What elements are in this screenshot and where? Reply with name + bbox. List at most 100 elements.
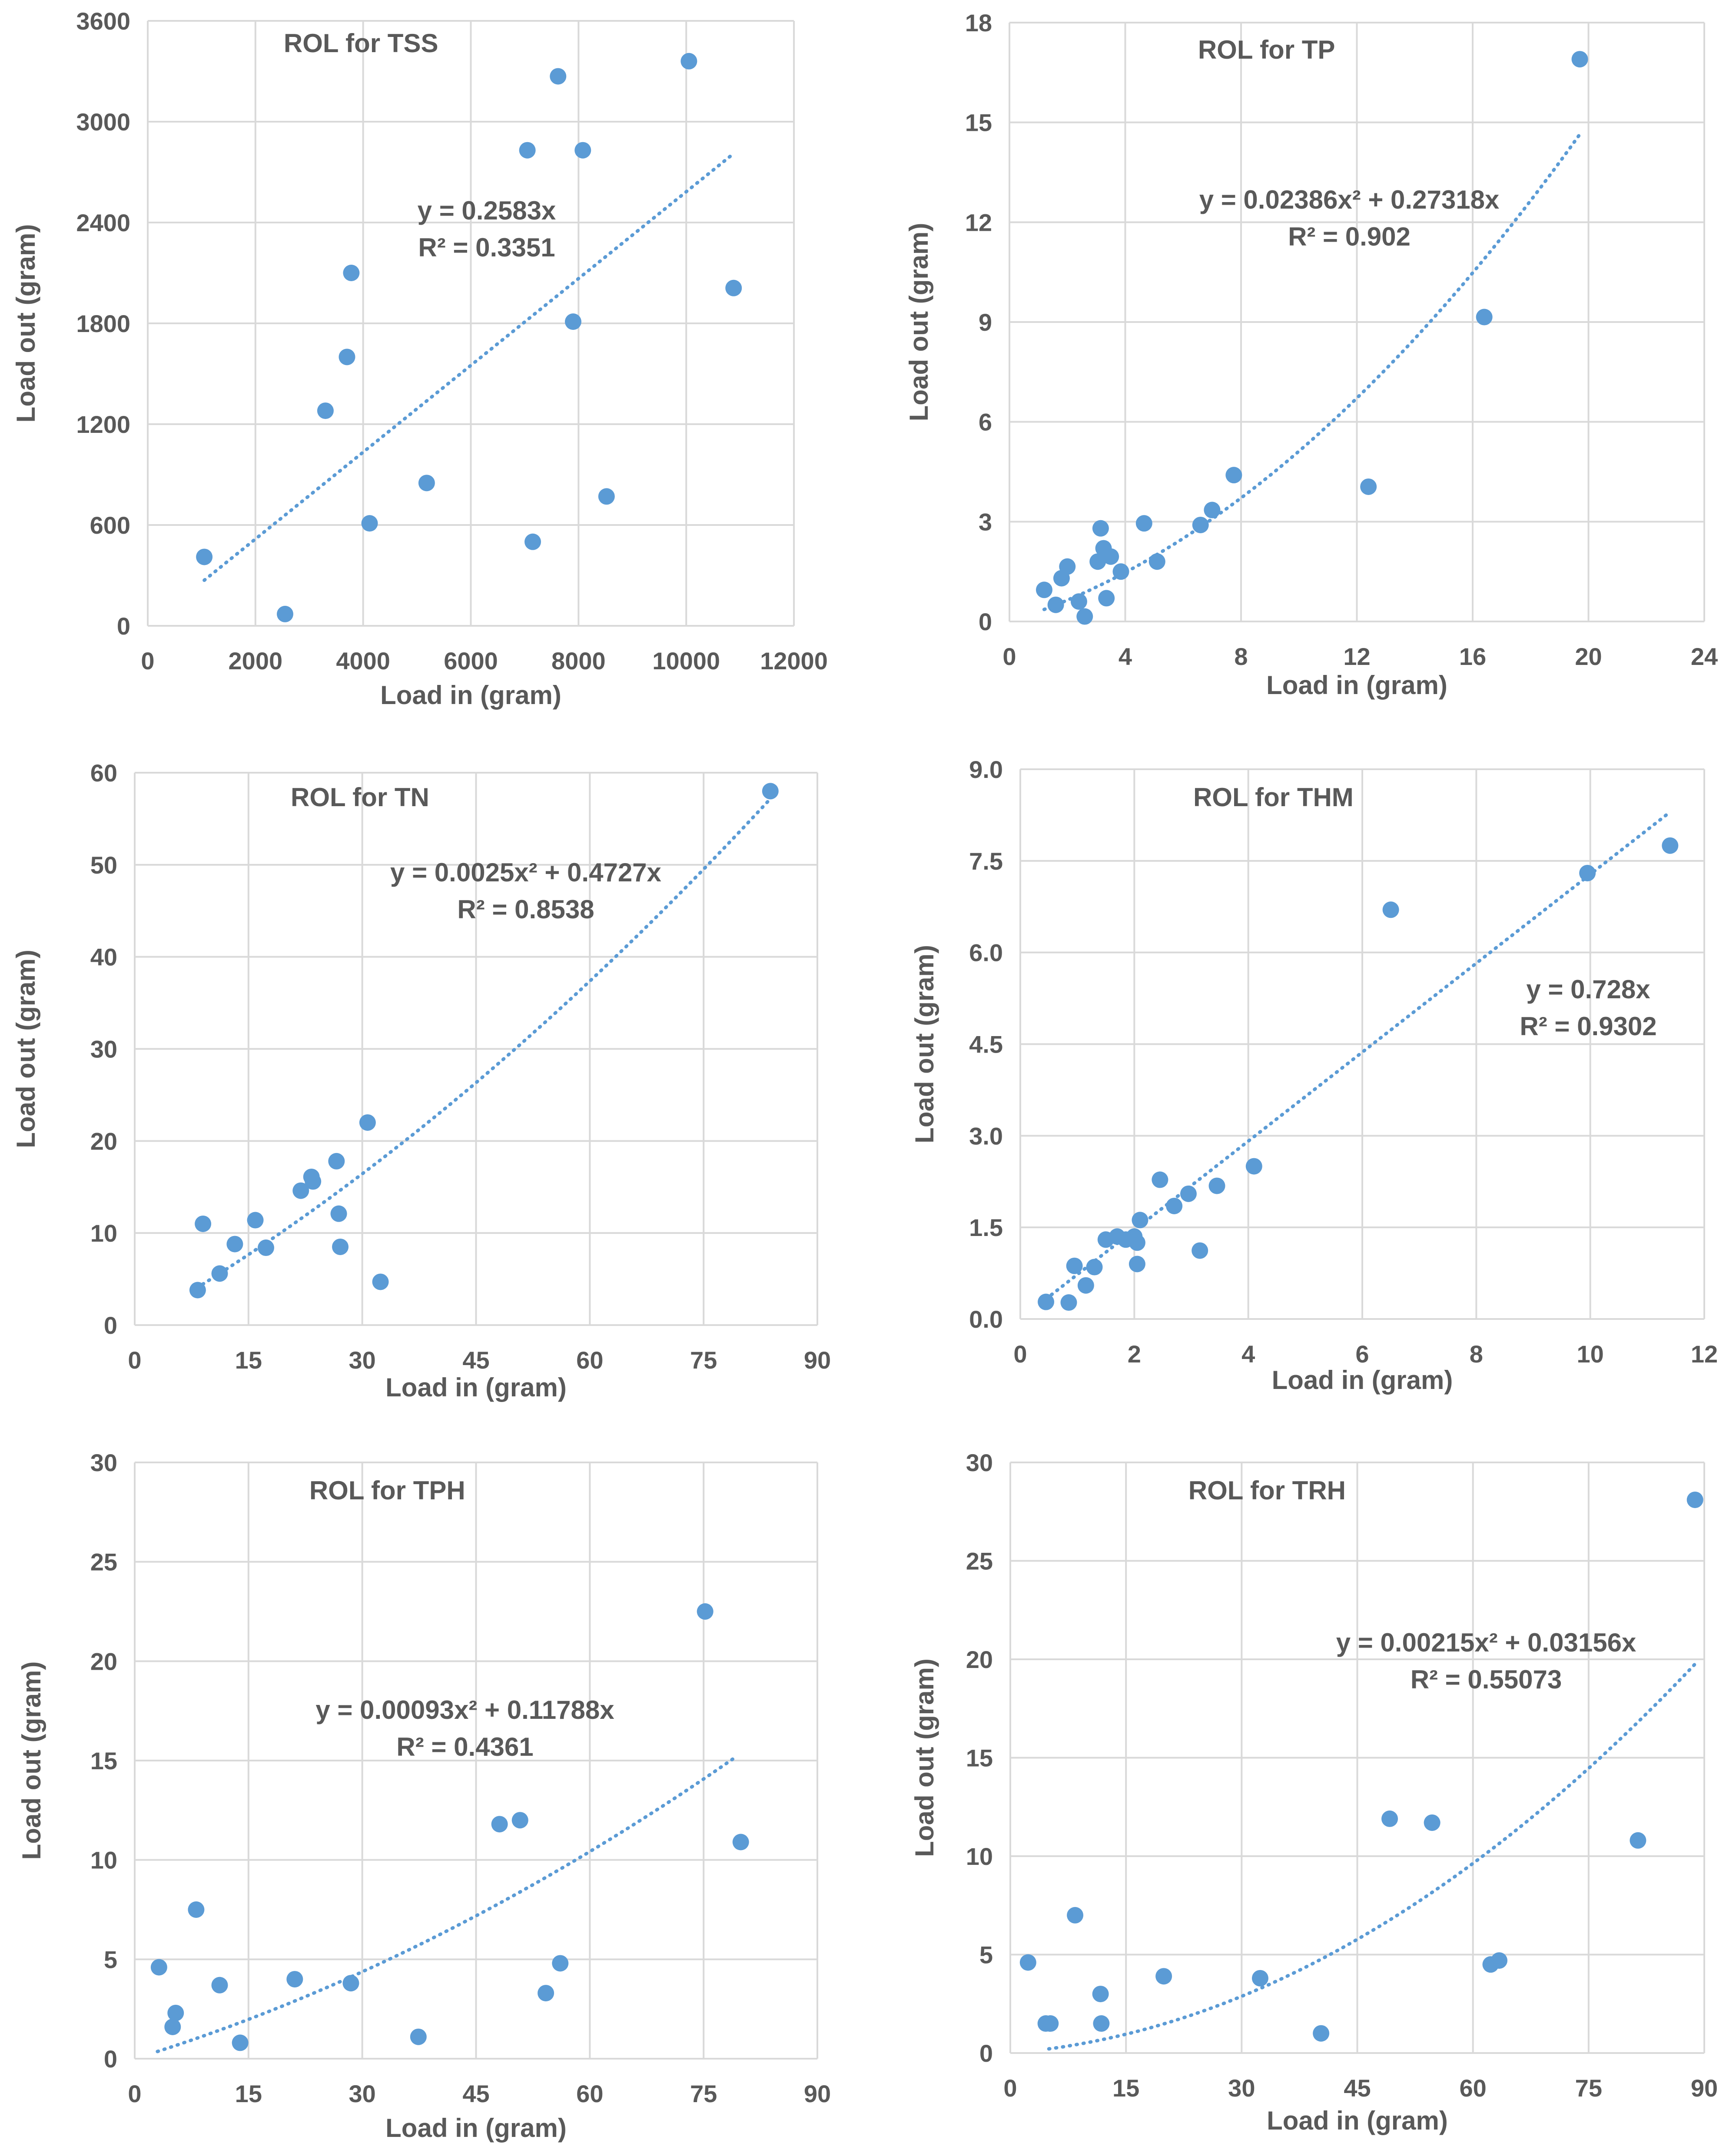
x-tick-label: 0 (128, 2080, 141, 2107)
x-tick-label: 12000 (760, 647, 828, 674)
r-squared: R² = 0.8538 (457, 895, 594, 924)
data-point (1132, 1212, 1148, 1229)
data-point (1382, 901, 1399, 918)
y-tick-label: 15 (966, 1744, 993, 1772)
data-point (491, 1816, 508, 1833)
data-point (1067, 1907, 1084, 1924)
data-point (332, 1238, 349, 1255)
data-point (1019, 1954, 1036, 1971)
chart-title: ROL for THM (1193, 783, 1354, 812)
data-point (1166, 1197, 1183, 1214)
x-tick-label: 6000 (444, 647, 498, 674)
data-point (196, 548, 213, 565)
data-point (339, 349, 355, 365)
data-point (361, 515, 378, 532)
x-tick-label: 60 (1460, 2074, 1487, 2102)
data-point (195, 1215, 212, 1232)
data-point (188, 1901, 205, 1918)
data-point (1060, 1294, 1077, 1311)
x-tick-label: 75 (690, 1346, 717, 1374)
x-tick-label: 8 (1470, 1340, 1483, 1368)
data-point (1662, 837, 1679, 854)
y-tick-label: 2400 (76, 209, 130, 236)
data-point (598, 488, 615, 505)
data-point (1077, 1277, 1094, 1294)
chart-title: ROL for TPH (309, 1476, 465, 1505)
y-tick-label: 3 (979, 508, 992, 535)
y-tick-label: 20 (90, 1127, 117, 1155)
x-tick-label: 30 (349, 1346, 376, 1374)
trendline (1047, 1662, 1697, 2051)
y-axis-title: Load out (gram) (910, 945, 939, 1143)
x-tick-label: 6 (1355, 1340, 1369, 1368)
data-point (1076, 608, 1093, 625)
y-axis-title: Load out (gram) (910, 1658, 939, 1857)
data-point (1490, 1952, 1507, 1969)
x-tick-label: 90 (804, 2080, 831, 2107)
data-point (342, 1975, 359, 1992)
y-tick-label: 7.5 (969, 847, 1003, 875)
x-tick-label: 0 (128, 1346, 141, 1374)
x-tick-label: 0 (1013, 1340, 1027, 1368)
y-tick-label: 25 (966, 1548, 993, 1575)
x-tick-label: 30 (1228, 2074, 1255, 2102)
gridlines (134, 772, 818, 1326)
trend-equation: y = 0.00215x² + 0.03156x (1336, 1628, 1636, 1657)
data-point (552, 1955, 569, 1972)
data-point (247, 1212, 264, 1229)
data-point (286, 1971, 303, 1988)
data-point (1089, 553, 1106, 570)
y-tick-label: 10 (966, 1843, 993, 1870)
y-tick-label: 30 (966, 1449, 993, 1476)
data-point (1092, 520, 1109, 537)
y-tick-label: 1200 (76, 411, 130, 438)
x-axis-title: Load in (gram) (385, 1373, 567, 1402)
data-point (697, 1603, 714, 1620)
x-tick-label: 45 (462, 2080, 489, 2107)
x-tick-label: 8 (1234, 643, 1248, 670)
x-tick-label: 8000 (551, 647, 606, 674)
y-tick-label: 40 (90, 944, 117, 971)
y-axis-title: Load out (gram) (904, 223, 933, 422)
trend-equation: y = 0.0025x² + 0.4727x (390, 858, 661, 887)
data-point (1086, 1259, 1103, 1276)
trendline (1042, 133, 1582, 611)
y-tick-label: 0 (117, 612, 130, 640)
y-tick-label: 0 (104, 2045, 117, 2073)
y-tick-label: 30 (90, 1449, 117, 1476)
data-point (511, 1812, 528, 1829)
y-tick-label: 5 (979, 1941, 993, 1969)
data-point (189, 1282, 206, 1299)
x-tick-label: 15 (235, 1346, 262, 1374)
x-tick-label: 90 (804, 1346, 831, 1374)
data-point (317, 402, 334, 419)
x-axis-title: Load in (gram) (1272, 1366, 1453, 1395)
x-tick-label: 0 (1003, 2074, 1017, 2102)
data-point (1059, 558, 1076, 575)
y-tick-label: 20 (966, 1646, 993, 1673)
data-point (1102, 548, 1119, 565)
data-point (1208, 1177, 1225, 1194)
r-squared: R² = 0.55073 (1411, 1665, 1562, 1694)
data-point (1112, 563, 1129, 580)
data-point (1424, 1814, 1441, 1831)
data-point (164, 2018, 181, 2035)
y-axis-title: Load out (gram) (11, 224, 40, 423)
chart-rol-for-trh: 0 15 30 45 60 75 90 0 5 10 15 20 25 30 Load in (gram) L… (910, 1449, 1718, 2135)
data-point (524, 533, 541, 550)
y-tick-label: 9.0 (969, 756, 1003, 783)
data-point (762, 783, 779, 800)
y-tick-label: 9 (979, 309, 992, 336)
data-point (1129, 1234, 1145, 1251)
data-point (574, 142, 591, 159)
x-axis-title: Load in (gram) (1267, 2106, 1448, 2135)
y-tick-label: 10 (90, 1219, 117, 1247)
trend-equation: y = 0.00093x² + 0.11788x (315, 1695, 614, 1724)
data-point (519, 142, 536, 159)
data-point (1579, 864, 1596, 881)
data-point (1155, 1968, 1172, 1985)
x-tick-label: 30 (349, 2080, 376, 2107)
x-tick-label: 75 (690, 2080, 717, 2107)
data-point (1098, 590, 1115, 607)
x-tick-label: 10000 (652, 647, 720, 674)
